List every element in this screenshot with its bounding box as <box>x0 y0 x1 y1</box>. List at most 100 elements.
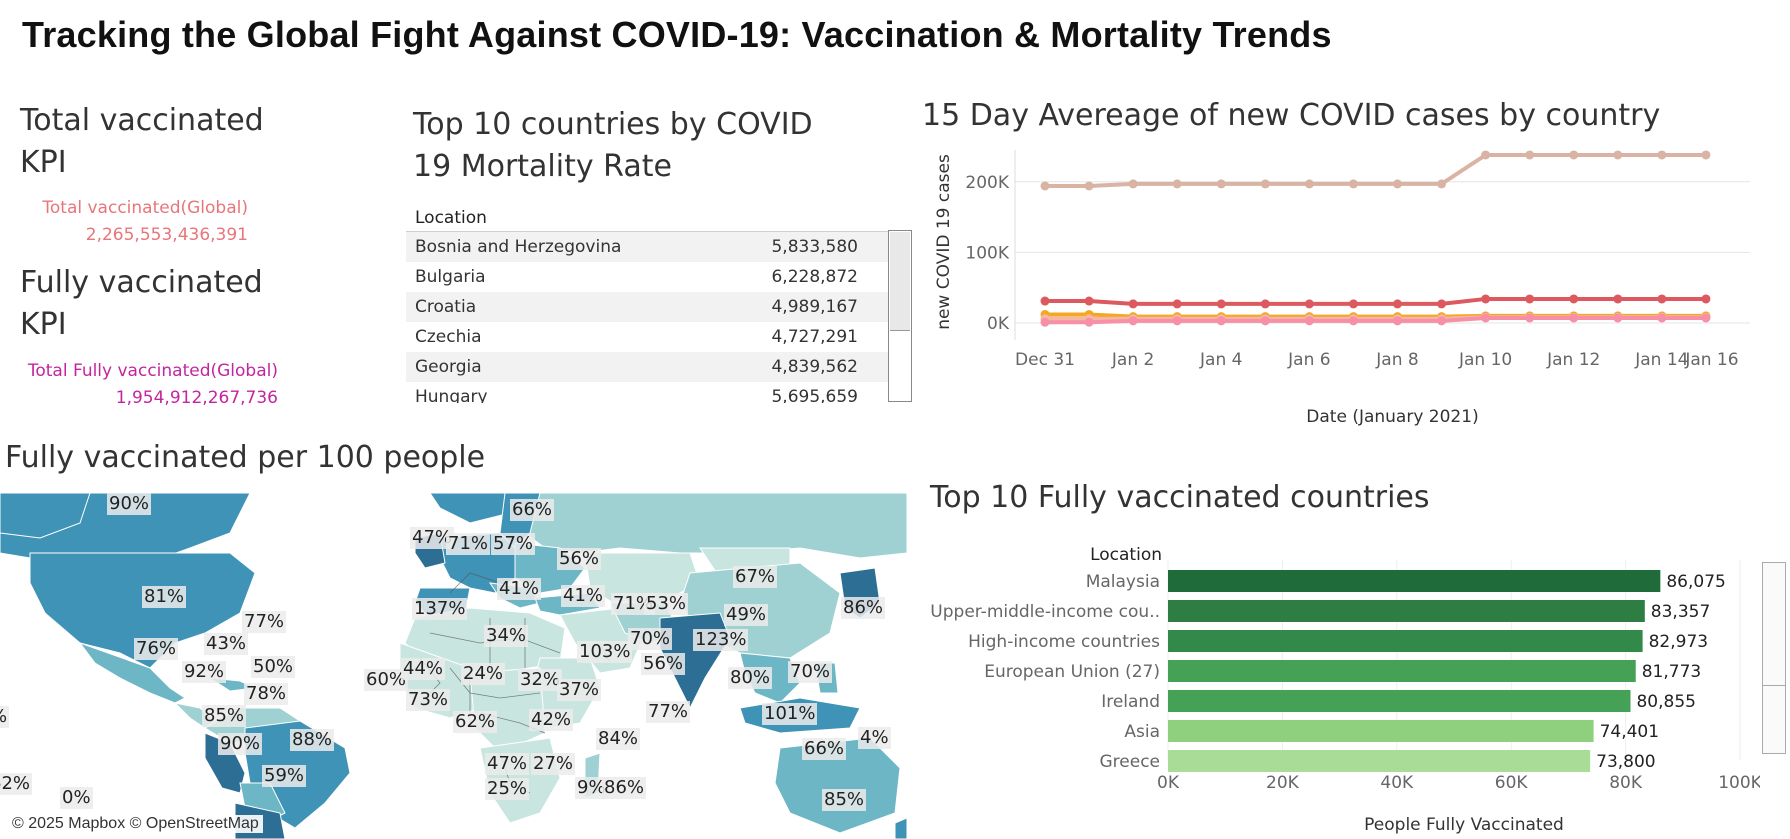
data-point <box>1084 296 1094 306</box>
table-row[interactable]: Georgia 4,839,562 <box>406 352 888 382</box>
data-point <box>1569 150 1579 160</box>
category-label: Upper-middle-income cou.. <box>930 602 1160 622</box>
data-point <box>1525 294 1535 304</box>
data-point <box>1569 313 1579 323</box>
map-value-label: 86% <box>602 777 647 799</box>
map-value-label: 42% <box>529 709 574 731</box>
data-point <box>1260 316 1270 326</box>
data-point <box>1348 316 1358 326</box>
bar <box>1168 750 1591 772</box>
row-location: Croatia <box>415 297 477 317</box>
data-point <box>1613 313 1623 323</box>
bar-chart-scrollbar[interactable] <box>1762 562 1786 754</box>
map-value-label: 9% <box>575 777 608 799</box>
map-value-label: 27% <box>531 753 576 775</box>
data-point <box>1216 179 1226 189</box>
map-value-label: 85% <box>202 705 247 727</box>
table-row[interactable]: Bosnia and Herzegovina 5,833,580 <box>406 232 888 262</box>
data-point <box>1260 299 1270 309</box>
map-value-label: 92% <box>182 661 227 683</box>
table-row[interactable]: Czechia 4,727,291 <box>406 322 888 352</box>
data-point <box>1172 179 1182 189</box>
bar-value-label: 82,973 <box>1649 632 1708 652</box>
data-point <box>1481 150 1491 160</box>
data-point <box>1040 181 1050 191</box>
map-value-label: 47% <box>410 527 455 549</box>
line-chart-title: 15 Day Avereage of new COVID cases by co… <box>922 98 1661 133</box>
data-point <box>1216 299 1226 309</box>
table-row[interactable]: Hungary 5,695,659 <box>406 382 888 403</box>
data-point <box>1657 150 1667 160</box>
row-location: Hungary <box>415 387 488 403</box>
map-value-label: 41% <box>561 585 606 607</box>
x-tick-label: Jan 8 <box>1375 350 1418 370</box>
category-label: Ireland <box>1101 692 1160 712</box>
table-scrollbar-thumb[interactable] <box>890 232 910 331</box>
data-point <box>1260 179 1270 189</box>
x-axis-title: Date (January 2021) <box>1306 407 1478 427</box>
bar <box>1168 630 1643 652</box>
x-tick-label: Jan 12 <box>1546 350 1600 370</box>
map-value-label: 49% <box>724 604 769 626</box>
map-value-label: 53% <box>644 593 689 615</box>
region-alaska <box>0 493 91 539</box>
fully-kpi-title: Fully vaccinated KPI <box>20 265 263 342</box>
map-title: Fully vaccinated per 100 people <box>5 440 486 475</box>
table-scrollbar[interactable] <box>888 230 912 402</box>
data-point <box>1393 179 1402 189</box>
map-attribution: © 2025 Mapbox © OpenStreetMap <box>8 815 263 833</box>
data-point <box>1084 317 1094 327</box>
category-label: European Union (27) <box>984 662 1160 682</box>
data-point <box>1393 299 1402 309</box>
bars-group: Malaysia 86,075 Upper-middle-income cou.. 8… <box>930 570 1726 772</box>
x-tick-label: 100K <box>1718 773 1760 793</box>
map-value-label: 70% <box>628 628 673 650</box>
data-point <box>1172 316 1182 326</box>
x-tick-label: Jan 10 <box>1458 350 1512 370</box>
row-value: 5,695,659 <box>771 387 858 403</box>
category-label: Malaysia <box>1086 572 1160 592</box>
total-vaccinated-value: 2,265,553,436,391 <box>85 225 248 245</box>
map-value-label: 25% <box>485 778 530 800</box>
y-tick-label: 200K <box>965 173 1009 193</box>
series-line <box>1045 316 1706 325</box>
data-point <box>1481 294 1491 304</box>
data-point <box>1304 179 1314 189</box>
map-value-label: 47% <box>485 753 530 775</box>
row-location: Czechia <box>415 327 482 347</box>
y-tick-label: 100K <box>965 243 1009 263</box>
vaccination-map[interactable]: 90%81%77%76%43%50%92%78%85%88%90%59%62%0… <box>0 493 907 839</box>
map-value-label: 101% <box>762 703 818 725</box>
region-new-zealand <box>894 817 907 839</box>
total-kpi-title: Total vaccinated KPI <box>20 103 264 180</box>
fully-vaccinated-value: 1,954,912,267,736 <box>115 388 278 408</box>
map-value-label: 76% <box>134 638 179 660</box>
data-point <box>1701 313 1711 323</box>
map-value-label: 86% <box>841 597 886 619</box>
map-value-label: 56% <box>641 653 686 675</box>
table-row[interactable]: Bulgaria 6,228,872 <box>406 262 888 292</box>
x-tick-label: Jan 6 <box>1287 350 1330 370</box>
table-row[interactable]: Croatia 4,989,167 <box>406 292 888 322</box>
bar-value-label: 74,401 <box>1600 722 1659 742</box>
bar <box>1168 660 1636 682</box>
map-value-label: 80% <box>728 667 773 689</box>
map-value-label: 88% <box>290 729 335 751</box>
data-point <box>1304 299 1314 309</box>
data-point <box>1128 316 1138 326</box>
bar-value-label: 83,357 <box>1651 602 1710 622</box>
x-tick-label: 60K <box>1495 773 1529 793</box>
map-value-label: 137% <box>412 598 468 620</box>
map-value-label: 32% <box>518 669 563 691</box>
data-point <box>1701 294 1711 304</box>
bar-scrollbar-thumb[interactable] <box>1763 685 1785 686</box>
map-value-label: 37% <box>557 679 602 701</box>
bar-value-label: 81,773 <box>1642 662 1701 682</box>
data-point <box>1040 296 1050 306</box>
map-value-label: 81% <box>142 586 187 608</box>
map-value-label: 70% <box>788 661 833 683</box>
x-tick-label: 80K <box>1609 773 1643 793</box>
total-vaccinated-label: Total vaccinated(Global) <box>42 198 248 218</box>
row-value: 4,839,562 <box>771 357 858 377</box>
map-value-label: 62% <box>453 711 498 733</box>
